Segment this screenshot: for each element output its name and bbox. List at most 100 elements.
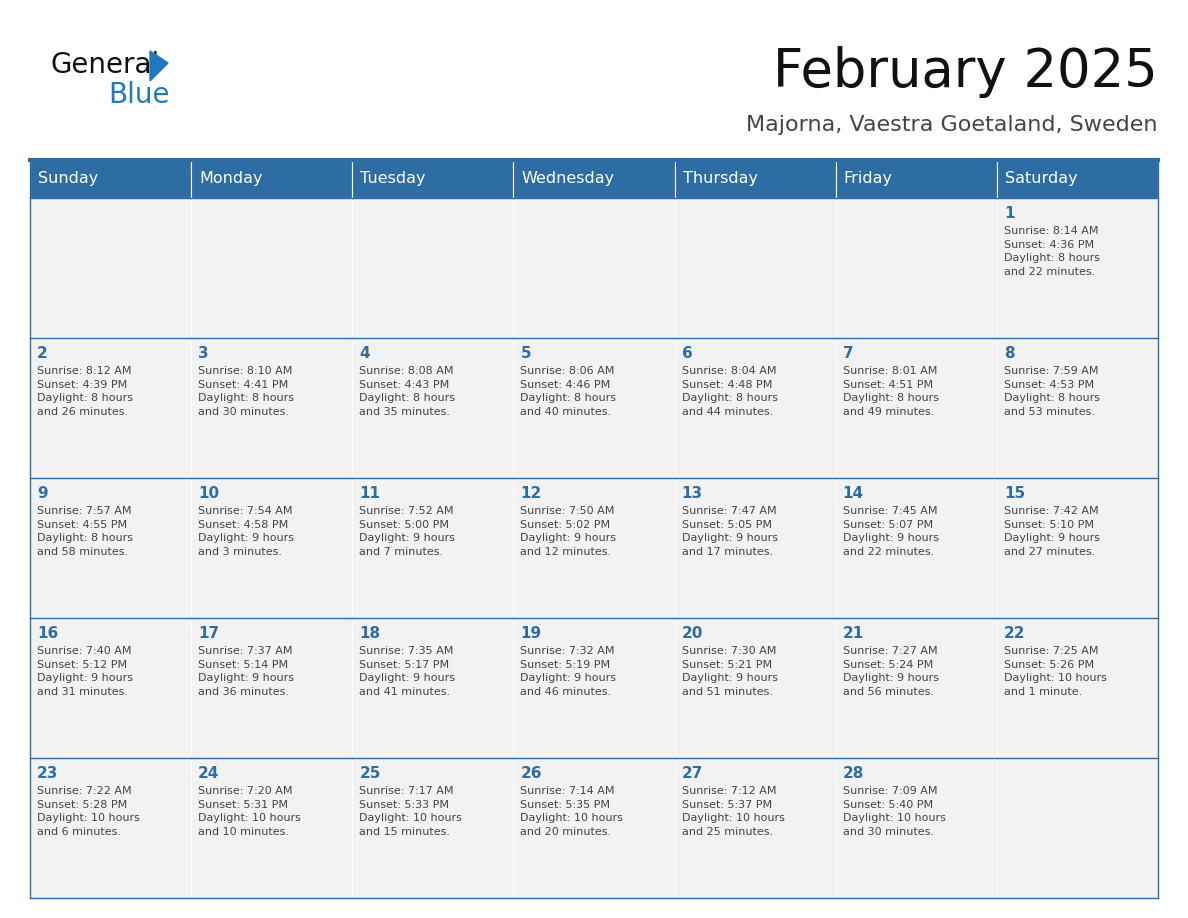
Bar [513, 198, 675, 338]
Text: Sunrise: 7:25 AM
Sunset: 5:26 PM
Daylight: 10 hours
and 1 minute.: Sunrise: 7:25 AM Sunset: 5:26 PM Dayligh… [1004, 646, 1107, 697]
Text: 22: 22 [1004, 626, 1025, 641]
Bar [353, 160, 513, 198]
Text: 1: 1 [1004, 206, 1015, 221]
Bar [30, 160, 191, 198]
Bar [353, 338, 513, 478]
Text: Sunrise: 7:52 AM
Sunset: 5:00 PM
Daylight: 9 hours
and 7 minutes.: Sunrise: 7:52 AM Sunset: 5:00 PM Dayligh… [359, 506, 455, 557]
Bar [675, 198, 835, 338]
Text: Sunrise: 8:04 AM
Sunset: 4:48 PM
Daylight: 8 hours
and 44 minutes.: Sunrise: 8:04 AM Sunset: 4:48 PM Dayligh… [682, 366, 778, 417]
Bar [513, 338, 675, 478]
Text: Sunrise: 7:40 AM
Sunset: 5:12 PM
Daylight: 9 hours
and 31 minutes.: Sunrise: 7:40 AM Sunset: 5:12 PM Dayligh… [37, 646, 133, 697]
Bar [353, 758, 513, 898]
Text: 11: 11 [359, 486, 380, 501]
Bar [835, 618, 997, 758]
Text: Sunrise: 7:45 AM
Sunset: 5:07 PM
Daylight: 9 hours
and 22 minutes.: Sunrise: 7:45 AM Sunset: 5:07 PM Dayligh… [842, 506, 939, 557]
Bar [835, 758, 997, 898]
Bar [191, 198, 353, 338]
Text: 21: 21 [842, 626, 864, 641]
Bar [675, 338, 835, 478]
Text: Sunrise: 7:35 AM
Sunset: 5:17 PM
Daylight: 9 hours
and 41 minutes.: Sunrise: 7:35 AM Sunset: 5:17 PM Dayligh… [359, 646, 455, 697]
Text: 24: 24 [198, 766, 220, 781]
Text: Sunrise: 7:30 AM
Sunset: 5:21 PM
Daylight: 9 hours
and 51 minutes.: Sunrise: 7:30 AM Sunset: 5:21 PM Dayligh… [682, 646, 778, 697]
Text: Sunrise: 7:12 AM
Sunset: 5:37 PM
Daylight: 10 hours
and 25 minutes.: Sunrise: 7:12 AM Sunset: 5:37 PM Dayligh… [682, 786, 784, 837]
Bar [997, 478, 1158, 618]
Text: 15: 15 [1004, 486, 1025, 501]
Text: Sunrise: 8:12 AM
Sunset: 4:39 PM
Daylight: 8 hours
and 26 minutes.: Sunrise: 8:12 AM Sunset: 4:39 PM Dayligh… [37, 366, 133, 417]
Text: 4: 4 [359, 346, 369, 361]
Text: 7: 7 [842, 346, 853, 361]
Text: Sunrise: 7:59 AM
Sunset: 4:53 PM
Daylight: 8 hours
and 53 minutes.: Sunrise: 7:59 AM Sunset: 4:53 PM Dayligh… [1004, 366, 1100, 417]
Text: Sunrise: 7:47 AM
Sunset: 5:05 PM
Daylight: 9 hours
and 17 minutes.: Sunrise: 7:47 AM Sunset: 5:05 PM Dayligh… [682, 506, 778, 557]
Text: 19: 19 [520, 626, 542, 641]
Text: 8: 8 [1004, 346, 1015, 361]
Text: February 2025: February 2025 [773, 46, 1158, 98]
Bar [353, 618, 513, 758]
Text: Sunrise: 7:20 AM
Sunset: 5:31 PM
Daylight: 10 hours
and 10 minutes.: Sunrise: 7:20 AM Sunset: 5:31 PM Dayligh… [198, 786, 301, 837]
Text: Sunrise: 8:14 AM
Sunset: 4:36 PM
Daylight: 8 hours
and 22 minutes.: Sunrise: 8:14 AM Sunset: 4:36 PM Dayligh… [1004, 226, 1100, 277]
Bar [513, 160, 675, 198]
Text: Thursday: Thursday [683, 172, 758, 186]
Bar [30, 758, 191, 898]
Text: Monday: Monday [200, 172, 263, 186]
Bar [30, 338, 191, 478]
Bar [997, 758, 1158, 898]
Polygon shape [150, 51, 168, 81]
Text: Sunrise: 7:57 AM
Sunset: 4:55 PM
Daylight: 8 hours
and 58 minutes.: Sunrise: 7:57 AM Sunset: 4:55 PM Dayligh… [37, 506, 133, 557]
Bar [835, 198, 997, 338]
Text: 12: 12 [520, 486, 542, 501]
Text: 28: 28 [842, 766, 864, 781]
Bar [835, 478, 997, 618]
Text: 26: 26 [520, 766, 542, 781]
Text: Sunrise: 7:27 AM
Sunset: 5:24 PM
Daylight: 9 hours
and 56 minutes.: Sunrise: 7:27 AM Sunset: 5:24 PM Dayligh… [842, 646, 939, 697]
Text: 16: 16 [37, 626, 58, 641]
Text: 25: 25 [359, 766, 380, 781]
Bar [997, 160, 1158, 198]
Text: Sunrise: 7:37 AM
Sunset: 5:14 PM
Daylight: 9 hours
and 36 minutes.: Sunrise: 7:37 AM Sunset: 5:14 PM Dayligh… [198, 646, 295, 697]
Bar [513, 758, 675, 898]
Text: 20: 20 [682, 626, 703, 641]
Text: General: General [50, 51, 159, 79]
Text: 23: 23 [37, 766, 58, 781]
Bar [191, 160, 353, 198]
Text: Sunrise: 7:50 AM
Sunset: 5:02 PM
Daylight: 9 hours
and 12 minutes.: Sunrise: 7:50 AM Sunset: 5:02 PM Dayligh… [520, 506, 617, 557]
Text: Sunrise: 7:32 AM
Sunset: 5:19 PM
Daylight: 9 hours
and 46 minutes.: Sunrise: 7:32 AM Sunset: 5:19 PM Dayligh… [520, 646, 617, 697]
Bar [353, 478, 513, 618]
Text: 2: 2 [37, 346, 48, 361]
Text: Sunday: Sunday [38, 172, 99, 186]
Bar [30, 618, 191, 758]
Text: Sunrise: 8:06 AM
Sunset: 4:46 PM
Daylight: 8 hours
and 40 minutes.: Sunrise: 8:06 AM Sunset: 4:46 PM Dayligh… [520, 366, 617, 417]
Text: Sunrise: 7:54 AM
Sunset: 4:58 PM
Daylight: 9 hours
and 3 minutes.: Sunrise: 7:54 AM Sunset: 4:58 PM Dayligh… [198, 506, 295, 557]
Text: 14: 14 [842, 486, 864, 501]
Bar [675, 758, 835, 898]
Text: 6: 6 [682, 346, 693, 361]
Bar [675, 478, 835, 618]
Text: Wednesday: Wednesday [522, 172, 614, 186]
Text: Sunrise: 8:10 AM
Sunset: 4:41 PM
Daylight: 8 hours
and 30 minutes.: Sunrise: 8:10 AM Sunset: 4:41 PM Dayligh… [198, 366, 295, 417]
Text: 17: 17 [198, 626, 220, 641]
Bar [835, 338, 997, 478]
Bar [675, 160, 835, 198]
Bar [353, 198, 513, 338]
Text: Sunrise: 7:22 AM
Sunset: 5:28 PM
Daylight: 10 hours
and 6 minutes.: Sunrise: 7:22 AM Sunset: 5:28 PM Dayligh… [37, 786, 140, 837]
Text: 5: 5 [520, 346, 531, 361]
Bar [675, 618, 835, 758]
Text: Sunrise: 8:08 AM
Sunset: 4:43 PM
Daylight: 8 hours
and 35 minutes.: Sunrise: 8:08 AM Sunset: 4:43 PM Dayligh… [359, 366, 455, 417]
Text: Blue: Blue [108, 81, 170, 109]
Bar [835, 160, 997, 198]
Text: Sunrise: 7:09 AM
Sunset: 5:40 PM
Daylight: 10 hours
and 30 minutes.: Sunrise: 7:09 AM Sunset: 5:40 PM Dayligh… [842, 786, 946, 837]
Text: Sunrise: 7:42 AM
Sunset: 5:10 PM
Daylight: 9 hours
and 27 minutes.: Sunrise: 7:42 AM Sunset: 5:10 PM Dayligh… [1004, 506, 1100, 557]
Bar [191, 618, 353, 758]
Bar [513, 618, 675, 758]
Text: 13: 13 [682, 486, 702, 501]
Text: Sunrise: 7:17 AM
Sunset: 5:33 PM
Daylight: 10 hours
and 15 minutes.: Sunrise: 7:17 AM Sunset: 5:33 PM Dayligh… [359, 786, 462, 837]
Text: Majorna, Vaestra Goetaland, Sweden: Majorna, Vaestra Goetaland, Sweden [746, 115, 1158, 135]
Text: Sunrise: 7:14 AM
Sunset: 5:35 PM
Daylight: 10 hours
and 20 minutes.: Sunrise: 7:14 AM Sunset: 5:35 PM Dayligh… [520, 786, 624, 837]
Text: 18: 18 [359, 626, 380, 641]
Text: Saturday: Saturday [1005, 172, 1078, 186]
Text: 27: 27 [682, 766, 703, 781]
Bar [997, 338, 1158, 478]
Bar [513, 478, 675, 618]
Text: Friday: Friday [843, 172, 892, 186]
Bar [30, 198, 191, 338]
Text: 9: 9 [37, 486, 48, 501]
